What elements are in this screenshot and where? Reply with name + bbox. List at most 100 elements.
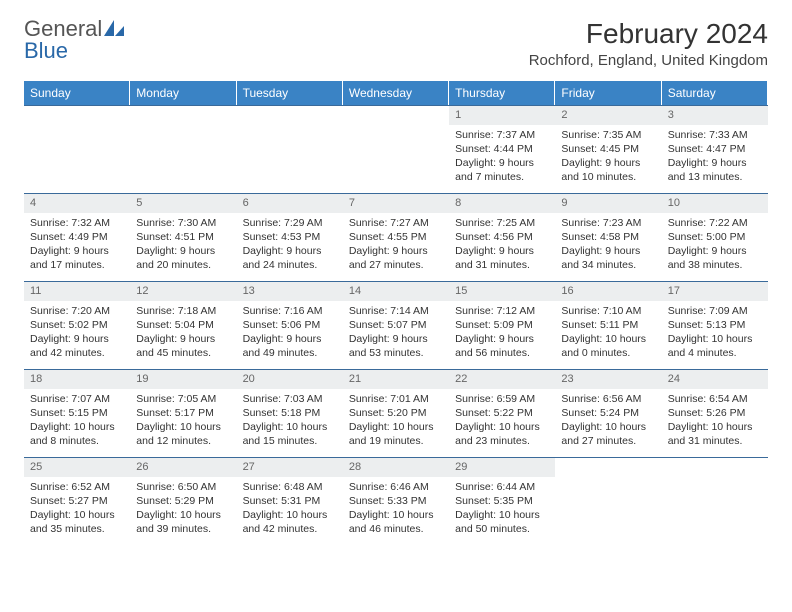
daylight-text: Daylight: 10 hours and 23 minutes.: [455, 420, 549, 448]
sunrise-text: Sunrise: 7:22 AM: [668, 216, 762, 230]
logo-text: General Blue: [24, 18, 124, 62]
day-header: Sunday: [24, 81, 130, 105]
sunrise-text: Sunrise: 7:18 AM: [136, 304, 230, 318]
calendar-cell: 23Sunrise: 6:56 AMSunset: 5:24 PMDayligh…: [555, 369, 661, 457]
sunset-text: Sunset: 5:33 PM: [349, 494, 443, 508]
sunrise-text: Sunrise: 7:27 AM: [349, 216, 443, 230]
day-number: 22: [449, 370, 555, 389]
day-number: 25: [24, 458, 130, 477]
sunset-text: Sunset: 5:20 PM: [349, 406, 443, 420]
daylight-text: Daylight: 10 hours and 8 minutes.: [30, 420, 124, 448]
daylight-text: Daylight: 10 hours and 42 minutes.: [243, 508, 337, 536]
daylight-text: Daylight: 9 hours and 53 minutes.: [349, 332, 443, 360]
sunset-text: Sunset: 5:07 PM: [349, 318, 443, 332]
calendar-cell: 9Sunrise: 7:23 AMSunset: 4:58 PMDaylight…: [555, 193, 661, 281]
month-title: February 2024: [529, 18, 768, 50]
sunrise-text: Sunrise: 6:54 AM: [668, 392, 762, 406]
day-number: 23: [555, 370, 661, 389]
calendar-cell-empty: [237, 105, 343, 193]
daylight-text: Daylight: 10 hours and 39 minutes.: [136, 508, 230, 536]
day-number: 7: [343, 194, 449, 213]
day-number: 10: [662, 194, 768, 213]
sunset-text: Sunset: 4:49 PM: [30, 230, 124, 244]
day-body: Sunrise: 7:35 AMSunset: 4:45 PMDaylight:…: [555, 125, 661, 191]
daylight-text: Daylight: 9 hours and 38 minutes.: [668, 244, 762, 272]
day-body: Sunrise: 6:46 AMSunset: 5:33 PMDaylight:…: [343, 477, 449, 543]
calendar-cell: 7Sunrise: 7:27 AMSunset: 4:55 PMDaylight…: [343, 193, 449, 281]
day-body: Sunrise: 7:10 AMSunset: 5:11 PMDaylight:…: [555, 301, 661, 367]
day-body: Sunrise: 7:30 AMSunset: 4:51 PMDaylight:…: [130, 213, 236, 279]
sunset-text: Sunset: 4:47 PM: [668, 142, 762, 156]
day-body: Sunrise: 7:14 AMSunset: 5:07 PMDaylight:…: [343, 301, 449, 367]
day-header: Friday: [555, 81, 661, 105]
sunset-text: Sunset: 4:55 PM: [349, 230, 443, 244]
day-number: 19: [130, 370, 236, 389]
sunrise-text: Sunrise: 7:23 AM: [561, 216, 655, 230]
logo-line2: Blue: [24, 38, 68, 63]
day-number: 1: [449, 106, 555, 125]
sunrise-text: Sunrise: 7:33 AM: [668, 128, 762, 142]
sunset-text: Sunset: 4:53 PM: [243, 230, 337, 244]
daylight-text: Daylight: 10 hours and 35 minutes.: [30, 508, 124, 536]
calendar-cell: 15Sunrise: 7:12 AMSunset: 5:09 PMDayligh…: [449, 281, 555, 369]
day-number: 26: [130, 458, 236, 477]
daylight-text: Daylight: 10 hours and 15 minutes.: [243, 420, 337, 448]
calendar-cell: 21Sunrise: 7:01 AMSunset: 5:20 PMDayligh…: [343, 369, 449, 457]
sunset-text: Sunset: 5:17 PM: [136, 406, 230, 420]
day-number: 24: [662, 370, 768, 389]
day-body: Sunrise: 6:59 AMSunset: 5:22 PMDaylight:…: [449, 389, 555, 455]
sunset-text: Sunset: 5:18 PM: [243, 406, 337, 420]
logo: General Blue: [24, 18, 124, 62]
day-number: 11: [24, 282, 130, 301]
daylight-text: Daylight: 9 hours and 56 minutes.: [455, 332, 549, 360]
day-number: 27: [237, 458, 343, 477]
daylight-text: Daylight: 10 hours and 50 minutes.: [455, 508, 549, 536]
sunrise-text: Sunrise: 7:16 AM: [243, 304, 337, 318]
daylight-text: Daylight: 10 hours and 46 minutes.: [349, 508, 443, 536]
calendar-cell: 13Sunrise: 7:16 AMSunset: 5:06 PMDayligh…: [237, 281, 343, 369]
sunrise-text: Sunrise: 6:52 AM: [30, 480, 124, 494]
day-number: 29: [449, 458, 555, 477]
sunset-text: Sunset: 5:27 PM: [30, 494, 124, 508]
day-body: Sunrise: 6:50 AMSunset: 5:29 PMDaylight:…: [130, 477, 236, 543]
page-header: General Blue February 2024 Rochford, Eng…: [24, 18, 768, 69]
calendar-cell-empty: [24, 105, 130, 193]
sunset-text: Sunset: 4:51 PM: [136, 230, 230, 244]
sunrise-text: Sunrise: 7:10 AM: [561, 304, 655, 318]
calendar-cell: 16Sunrise: 7:10 AMSunset: 5:11 PMDayligh…: [555, 281, 661, 369]
day-body: Sunrise: 7:18 AMSunset: 5:04 PMDaylight:…: [130, 301, 236, 367]
daylight-text: Daylight: 9 hours and 17 minutes.: [30, 244, 124, 272]
calendar-cell: 24Sunrise: 6:54 AMSunset: 5:26 PMDayligh…: [662, 369, 768, 457]
sunset-text: Sunset: 5:35 PM: [455, 494, 549, 508]
daylight-text: Daylight: 10 hours and 31 minutes.: [668, 420, 762, 448]
calendar-cell: 26Sunrise: 6:50 AMSunset: 5:29 PMDayligh…: [130, 457, 236, 545]
sunrise-text: Sunrise: 6:59 AM: [455, 392, 549, 406]
daylight-text: Daylight: 10 hours and 0 minutes.: [561, 332, 655, 360]
calendar-cell: 20Sunrise: 7:03 AMSunset: 5:18 PMDayligh…: [237, 369, 343, 457]
sunrise-text: Sunrise: 7:01 AM: [349, 392, 443, 406]
day-number: 8: [449, 194, 555, 213]
sunrise-text: Sunrise: 7:09 AM: [668, 304, 762, 318]
calendar-cell: 22Sunrise: 6:59 AMSunset: 5:22 PMDayligh…: [449, 369, 555, 457]
sunset-text: Sunset: 4:58 PM: [561, 230, 655, 244]
sunrise-text: Sunrise: 7:12 AM: [455, 304, 549, 318]
day-body: Sunrise: 7:32 AMSunset: 4:49 PMDaylight:…: [24, 213, 130, 279]
day-number: 4: [24, 194, 130, 213]
calendar-cell-empty: [662, 457, 768, 545]
day-number: 28: [343, 458, 449, 477]
sunset-text: Sunset: 5:31 PM: [243, 494, 337, 508]
calendar-cell: 11Sunrise: 7:20 AMSunset: 5:02 PMDayligh…: [24, 281, 130, 369]
sunrise-text: Sunrise: 7:05 AM: [136, 392, 230, 406]
calendar-cell: 10Sunrise: 7:22 AMSunset: 5:00 PMDayligh…: [662, 193, 768, 281]
day-number: 20: [237, 370, 343, 389]
calendar-cell: 12Sunrise: 7:18 AMSunset: 5:04 PMDayligh…: [130, 281, 236, 369]
sunrise-text: Sunrise: 7:30 AM: [136, 216, 230, 230]
daylight-text: Daylight: 10 hours and 4 minutes.: [668, 332, 762, 360]
day-body: Sunrise: 7:37 AMSunset: 4:44 PMDaylight:…: [449, 125, 555, 191]
day-number: 14: [343, 282, 449, 301]
sunrise-text: Sunrise: 7:03 AM: [243, 392, 337, 406]
calendar-cell: 3Sunrise: 7:33 AMSunset: 4:47 PMDaylight…: [662, 105, 768, 193]
day-body: Sunrise: 7:03 AMSunset: 5:18 PMDaylight:…: [237, 389, 343, 455]
sunrise-text: Sunrise: 6:56 AM: [561, 392, 655, 406]
day-body: Sunrise: 7:29 AMSunset: 4:53 PMDaylight:…: [237, 213, 343, 279]
